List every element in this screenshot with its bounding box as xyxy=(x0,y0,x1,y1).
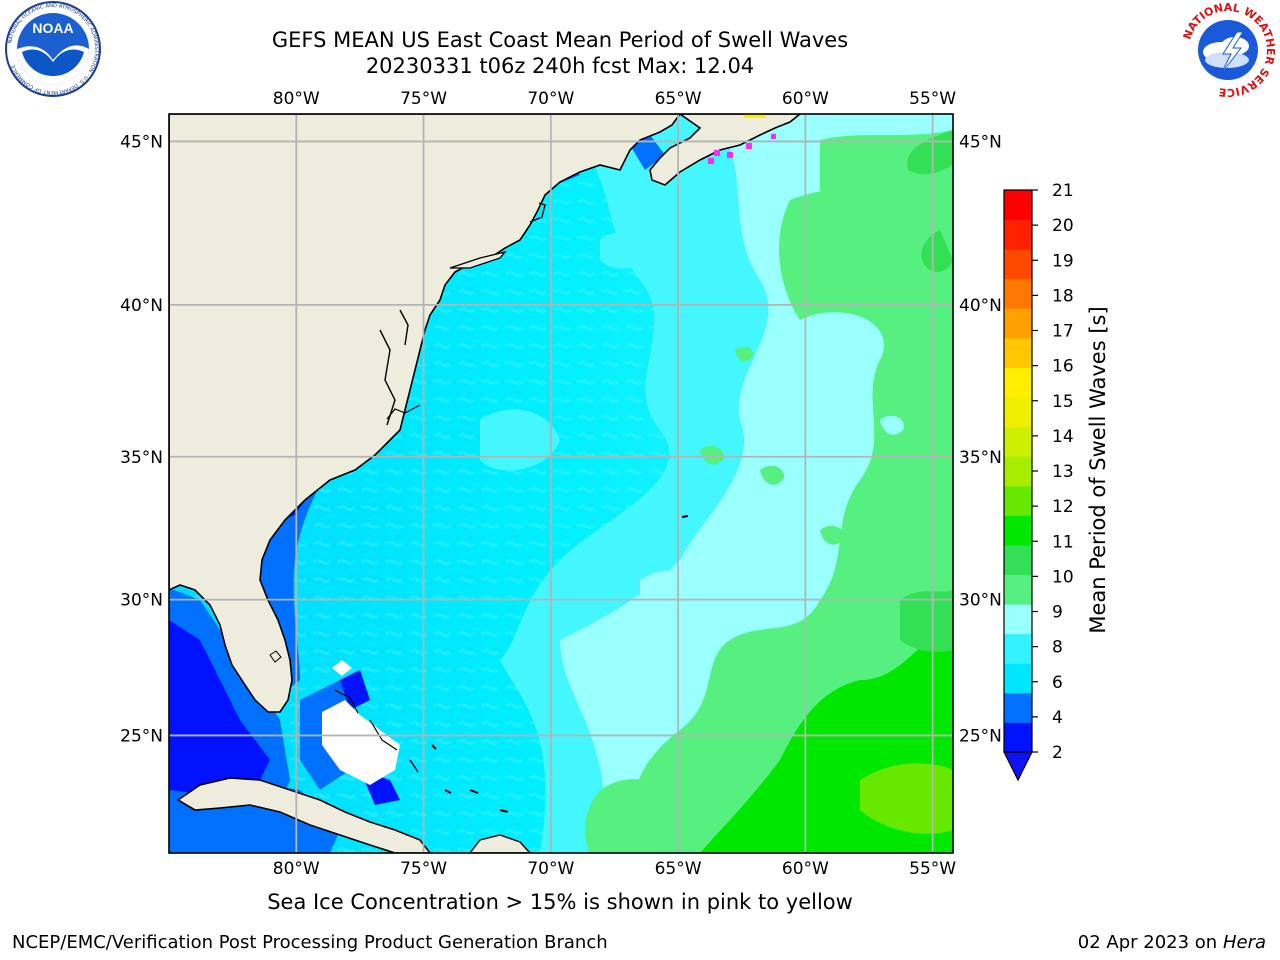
colorbar-tick-label: 16 xyxy=(1052,357,1074,377)
longitude-label: 80°W xyxy=(273,89,320,109)
longitude-labels-top: 80°W 75°W 70°W 65°W 60°W 55°W xyxy=(273,89,956,109)
colorbar-segment xyxy=(1004,604,1032,635)
longitude-label: 70°W xyxy=(527,89,574,109)
colorbar-tick-label: 4 xyxy=(1052,708,1063,728)
chart-subtitle-run-info: 20230331 t06z 240h fcst Max: 12.04 xyxy=(365,54,755,78)
latitude-label: 30°N xyxy=(120,591,163,611)
colorbar-segment xyxy=(1004,633,1032,664)
credit-text: NCEP/EMC/Verification Post Processing Pr… xyxy=(12,932,608,953)
issue-date: 02 Apr 2023 on Hera xyxy=(1078,932,1266,953)
noaa-logo-text: NOAA xyxy=(32,20,73,36)
colorbar-tick-label: 11 xyxy=(1052,532,1074,552)
colorbar-tick-label: 19 xyxy=(1052,251,1074,271)
colorbar-under-extension xyxy=(1003,751,1033,782)
colorbar-segment xyxy=(1004,337,1032,368)
longitude-label: 60°W xyxy=(782,859,829,879)
longitude-labels-bottom: 80°W 75°W 70°W 65°W 60°W 55°W xyxy=(273,859,956,879)
colorbar-segment xyxy=(1004,515,1032,546)
colorbar-segment xyxy=(1004,249,1032,280)
colorbar-tick-label: 9 xyxy=(1052,603,1063,623)
colorbar-tick-label: 21 xyxy=(1052,181,1074,201)
nws-logo: NATIONAL WEATHER SERVICE xyxy=(1181,2,1277,98)
latitude-label: 40°N xyxy=(959,296,1002,316)
colorbar-segment xyxy=(1004,367,1032,398)
nova-scotia-land xyxy=(649,114,802,186)
latitude-labels-right: 45°N 40°N 35°N 30°N 25°N xyxy=(959,132,1002,746)
latitude-label: 35°N xyxy=(120,448,163,468)
colorbar-tick-label: 14 xyxy=(1052,427,1074,447)
colorbar-segment xyxy=(1004,190,1032,221)
colorbar-segment xyxy=(1004,397,1032,428)
colorbar-tick-label: 10 xyxy=(1052,567,1074,587)
longitude-label: 75°W xyxy=(400,859,447,879)
colorbar-tick-label: 8 xyxy=(1052,638,1063,658)
host-name: Hera xyxy=(1222,932,1266,953)
latitude-label: 40°N xyxy=(120,296,163,316)
colorbar-segment xyxy=(1004,308,1032,339)
chart-title: GEFS MEAN US East Coast Mean Period of S… xyxy=(271,28,849,52)
latitude-label: 35°N xyxy=(959,448,1002,468)
noaa-logo: NOAA NATIONAL OCEANIC AND ATMOSPHERIC AD… xyxy=(5,1,101,97)
latitude-label: 25°N xyxy=(959,726,1002,746)
colorbar-tick-label: 12 xyxy=(1052,497,1074,517)
colorbar-segment xyxy=(1004,426,1032,457)
sea-ice-note: Sea Ice Concentration > 15% is shown in … xyxy=(267,890,853,914)
longitude-label: 55°W xyxy=(909,859,956,879)
colorbar-tick-label: 20 xyxy=(1052,216,1074,236)
longitude-label: 65°W xyxy=(655,859,702,879)
colorbar-tick-label: 6 xyxy=(1052,673,1063,693)
longitude-label: 60°W xyxy=(782,89,829,109)
colorbar-segment xyxy=(1004,485,1032,516)
colorbar-tick-label: 18 xyxy=(1052,286,1074,306)
colorbar: 2 4 6 8 9 10 11 12 13 14 15 16 17 18 19 20 21 xyxy=(1003,181,1074,782)
map-plot-area xyxy=(169,114,953,853)
map-frame xyxy=(168,113,954,854)
bahamas-no-data xyxy=(322,700,400,785)
latitude-label: 45°N xyxy=(959,132,1002,152)
colorbar-tick-label: 2 xyxy=(1052,743,1063,763)
colorbar-tick-label: 15 xyxy=(1052,392,1074,412)
issue-date-text: 02 Apr 2023 on xyxy=(1077,932,1218,953)
colorbar-segment xyxy=(1004,219,1032,250)
latitude-label: 30°N xyxy=(959,591,1002,611)
colorbar-segment xyxy=(1004,663,1032,694)
colorbar-label: Mean Period of Swell Waves [s] xyxy=(1086,306,1110,633)
longitude-label: 55°W xyxy=(909,89,956,109)
swell-2s-gulf-region xyxy=(169,620,270,800)
colorbar-segment xyxy=(1004,544,1032,576)
longitude-label: 70°W xyxy=(527,859,574,879)
longitude-label: 75°W xyxy=(400,89,447,109)
latitude-label: 45°N xyxy=(120,132,163,152)
longitude-label: 80°W xyxy=(273,859,320,879)
longitude-label: 65°W xyxy=(655,89,702,109)
colorbar-segment xyxy=(1004,574,1032,605)
cuba-land xyxy=(176,777,432,853)
colorbar-segment xyxy=(1004,692,1032,723)
colorbar-tick-label: 17 xyxy=(1052,322,1074,342)
colorbar-segment xyxy=(1004,456,1032,487)
colorbar-segment xyxy=(1004,722,1032,753)
sea-ice-markers xyxy=(708,134,776,164)
colorbar-tick-label: 13 xyxy=(1052,462,1074,482)
latitude-label: 25°N xyxy=(120,726,163,746)
latitude-labels-left: 45°N 40°N 35°N 30°N 25°N xyxy=(120,132,163,746)
colorbar-segment xyxy=(1004,278,1032,309)
graticule xyxy=(169,114,953,853)
